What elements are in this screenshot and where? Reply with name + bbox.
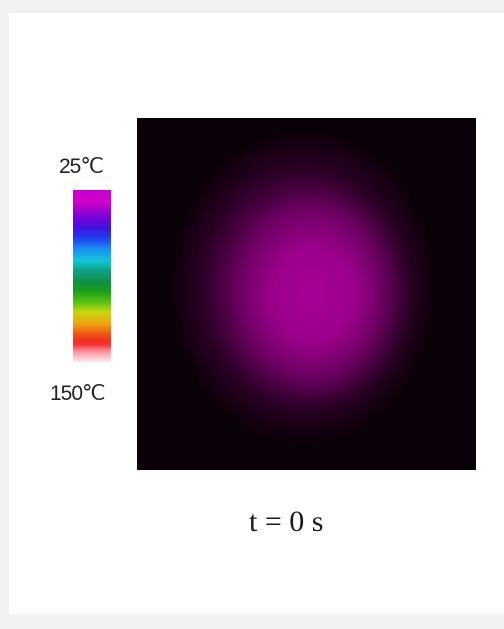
temperature-colorbar bbox=[73, 190, 111, 362]
colorbar-bottom-label: 150℃ bbox=[50, 382, 106, 405]
time-caption: t = 0 s bbox=[249, 505, 324, 538]
thermal-image bbox=[137, 118, 476, 470]
colorbar-top-label: 25℃ bbox=[59, 155, 104, 178]
